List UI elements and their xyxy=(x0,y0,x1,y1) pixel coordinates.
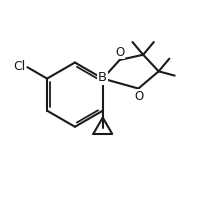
Text: Cl: Cl xyxy=(13,60,26,73)
Text: B: B xyxy=(98,71,107,84)
Text: O: O xyxy=(115,46,124,59)
Text: O: O xyxy=(135,89,144,102)
